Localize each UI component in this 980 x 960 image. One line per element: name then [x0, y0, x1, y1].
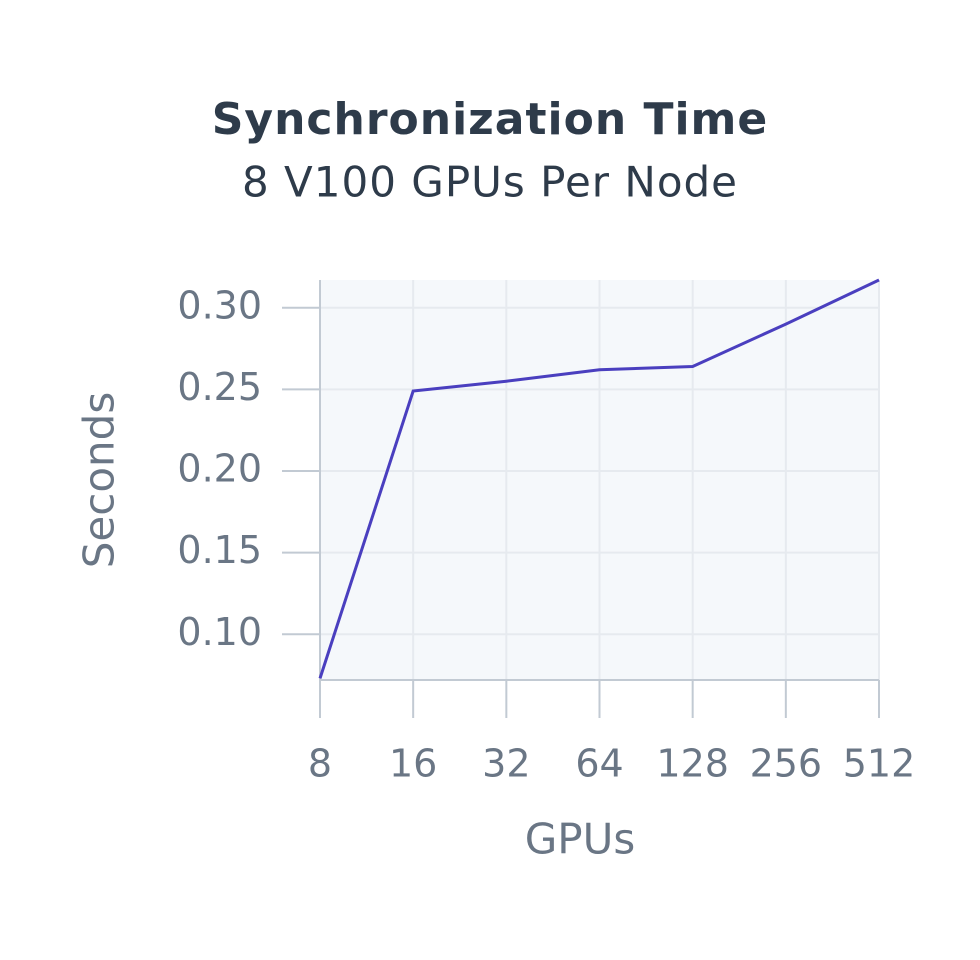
y-axis-label: Seconds: [75, 392, 124, 568]
x-tick-label: 16: [389, 742, 437, 786]
y-tick-label: 0.30: [177, 283, 262, 327]
x-tick-label: 128: [656, 742, 729, 786]
data-line: [318, 278, 880, 679]
y-tick-label: 0.15: [177, 528, 262, 572]
x-tick-label: 64: [575, 742, 623, 786]
y-tick-label: 0.10: [177, 610, 262, 654]
y-tick-label: 0.25: [177, 365, 262, 409]
chart-title: Synchronization Time: [212, 94, 769, 145]
x-tick-label: 512: [843, 742, 916, 786]
y-tick-label: 0.20: [177, 447, 262, 491]
x-tick-label: 256: [750, 742, 823, 786]
chart-subtitle: 8 V100 GPUs Per Node: [242, 158, 738, 207]
x-axis-label: GPUs: [525, 815, 636, 864]
x-tick-label: 32: [482, 742, 530, 786]
x-tick-label: 8: [308, 742, 332, 786]
